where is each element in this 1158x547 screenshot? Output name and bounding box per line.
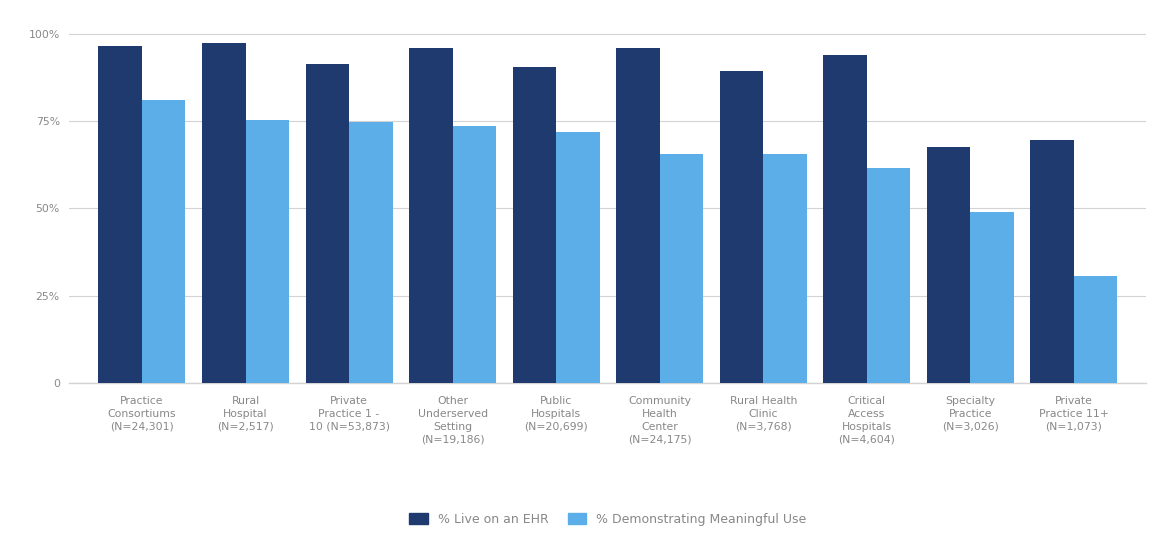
Bar: [867, 168, 910, 383]
Bar: [98, 46, 142, 383]
Bar: [970, 212, 1014, 383]
Bar: [556, 132, 600, 383]
Bar: [453, 126, 496, 383]
Bar: [409, 48, 453, 383]
Bar: [201, 43, 245, 383]
Bar: [245, 120, 290, 383]
Bar: [616, 48, 660, 383]
Bar: [349, 122, 393, 383]
Bar: [306, 63, 349, 383]
Bar: [823, 55, 867, 383]
Bar: [926, 147, 970, 383]
Bar: [142, 100, 185, 383]
Bar: [763, 154, 807, 383]
Bar: [660, 154, 703, 383]
Legend: % Live on an EHR, % Demonstrating Meaningful Use: % Live on an EHR, % Demonstrating Meanin…: [404, 508, 812, 531]
Bar: [513, 67, 556, 383]
Bar: [1073, 276, 1117, 383]
Bar: [1031, 141, 1073, 383]
Bar: [720, 71, 763, 383]
